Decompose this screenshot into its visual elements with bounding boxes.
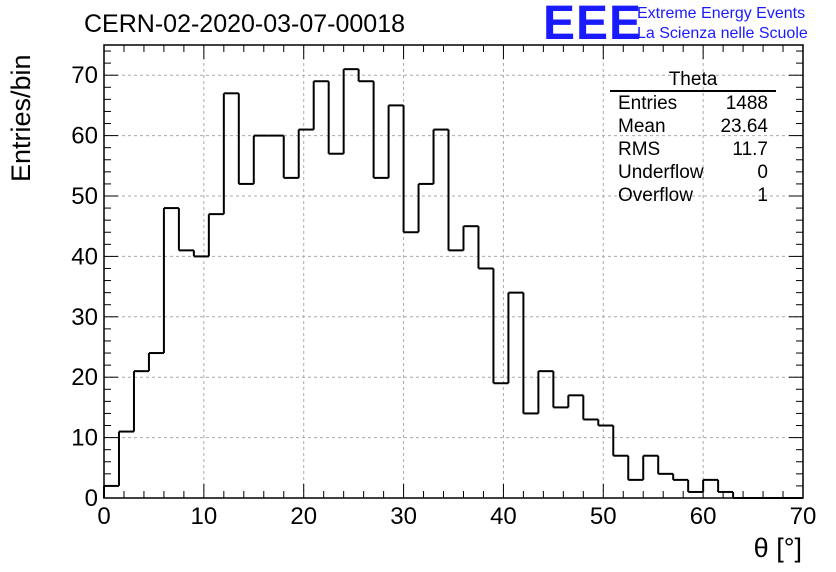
stats-label: Underflow (618, 162, 704, 183)
logo-line-1: Extreme Energy Events (637, 5, 806, 22)
stats-label: RMS (618, 139, 661, 160)
stats-value: 0 (757, 162, 768, 183)
x-tick-label: 0 (97, 503, 110, 530)
stats-row-underflow: Underflow 0 (610, 161, 776, 184)
x-axis-label: θ [°] (753, 533, 802, 563)
logo-caption: Extreme Energy Events La Scienza nelle S… (637, 4, 808, 44)
x-tick-label: 10 (191, 503, 218, 530)
stats-value: 11.7 (732, 139, 768, 160)
y-tick-label: 50 (71, 183, 98, 210)
x-tick-label: 30 (390, 503, 417, 530)
stats-label: Mean (618, 116, 666, 137)
y-tick-label: 40 (71, 243, 98, 270)
x-tick-label: 20 (290, 503, 317, 530)
eee-logo: EEE (543, 0, 643, 50)
y-axis-label: Entries/bin (6, 54, 36, 182)
x-tick-label: 60 (690, 503, 717, 530)
stats-row-entries: Entries 1488 (610, 92, 776, 115)
y-tick-label: 30 (71, 304, 98, 331)
stats-label: Entries (618, 93, 678, 114)
stats-value: 1 (757, 185, 768, 206)
y-tick-label: 20 (71, 364, 98, 391)
y-tick-label: 10 (71, 425, 98, 452)
run-title: CERN-02-2020-03-07-00018 (84, 10, 406, 38)
x-tick-label: 50 (590, 503, 617, 530)
x-tick-label: 70 (790, 503, 817, 530)
stats-row-mean: Mean 23.64 (610, 115, 776, 138)
x-tick-label: 40 (490, 503, 517, 530)
stats-title: Theta (610, 70, 776, 92)
plot-frame (103, 44, 804, 499)
y-tick-label: 60 (71, 123, 98, 150)
stats-box: Theta Entries 1488 Mean 23.64 RMS 11.7 Unde… (610, 70, 776, 207)
stats-value: 23.64 (720, 116, 768, 137)
y-tick-label: 0 (85, 485, 98, 512)
y-tick-label: 70 (71, 62, 98, 89)
stats-row-overflow: Overflow 1 (610, 184, 776, 207)
stats-row-rms: RMS 11.7 (610, 138, 776, 161)
stats-label: Overflow (618, 185, 693, 206)
logo-line-2: La Scienza nelle Scuole (637, 25, 808, 42)
stats-value: 1488 (725, 93, 768, 114)
